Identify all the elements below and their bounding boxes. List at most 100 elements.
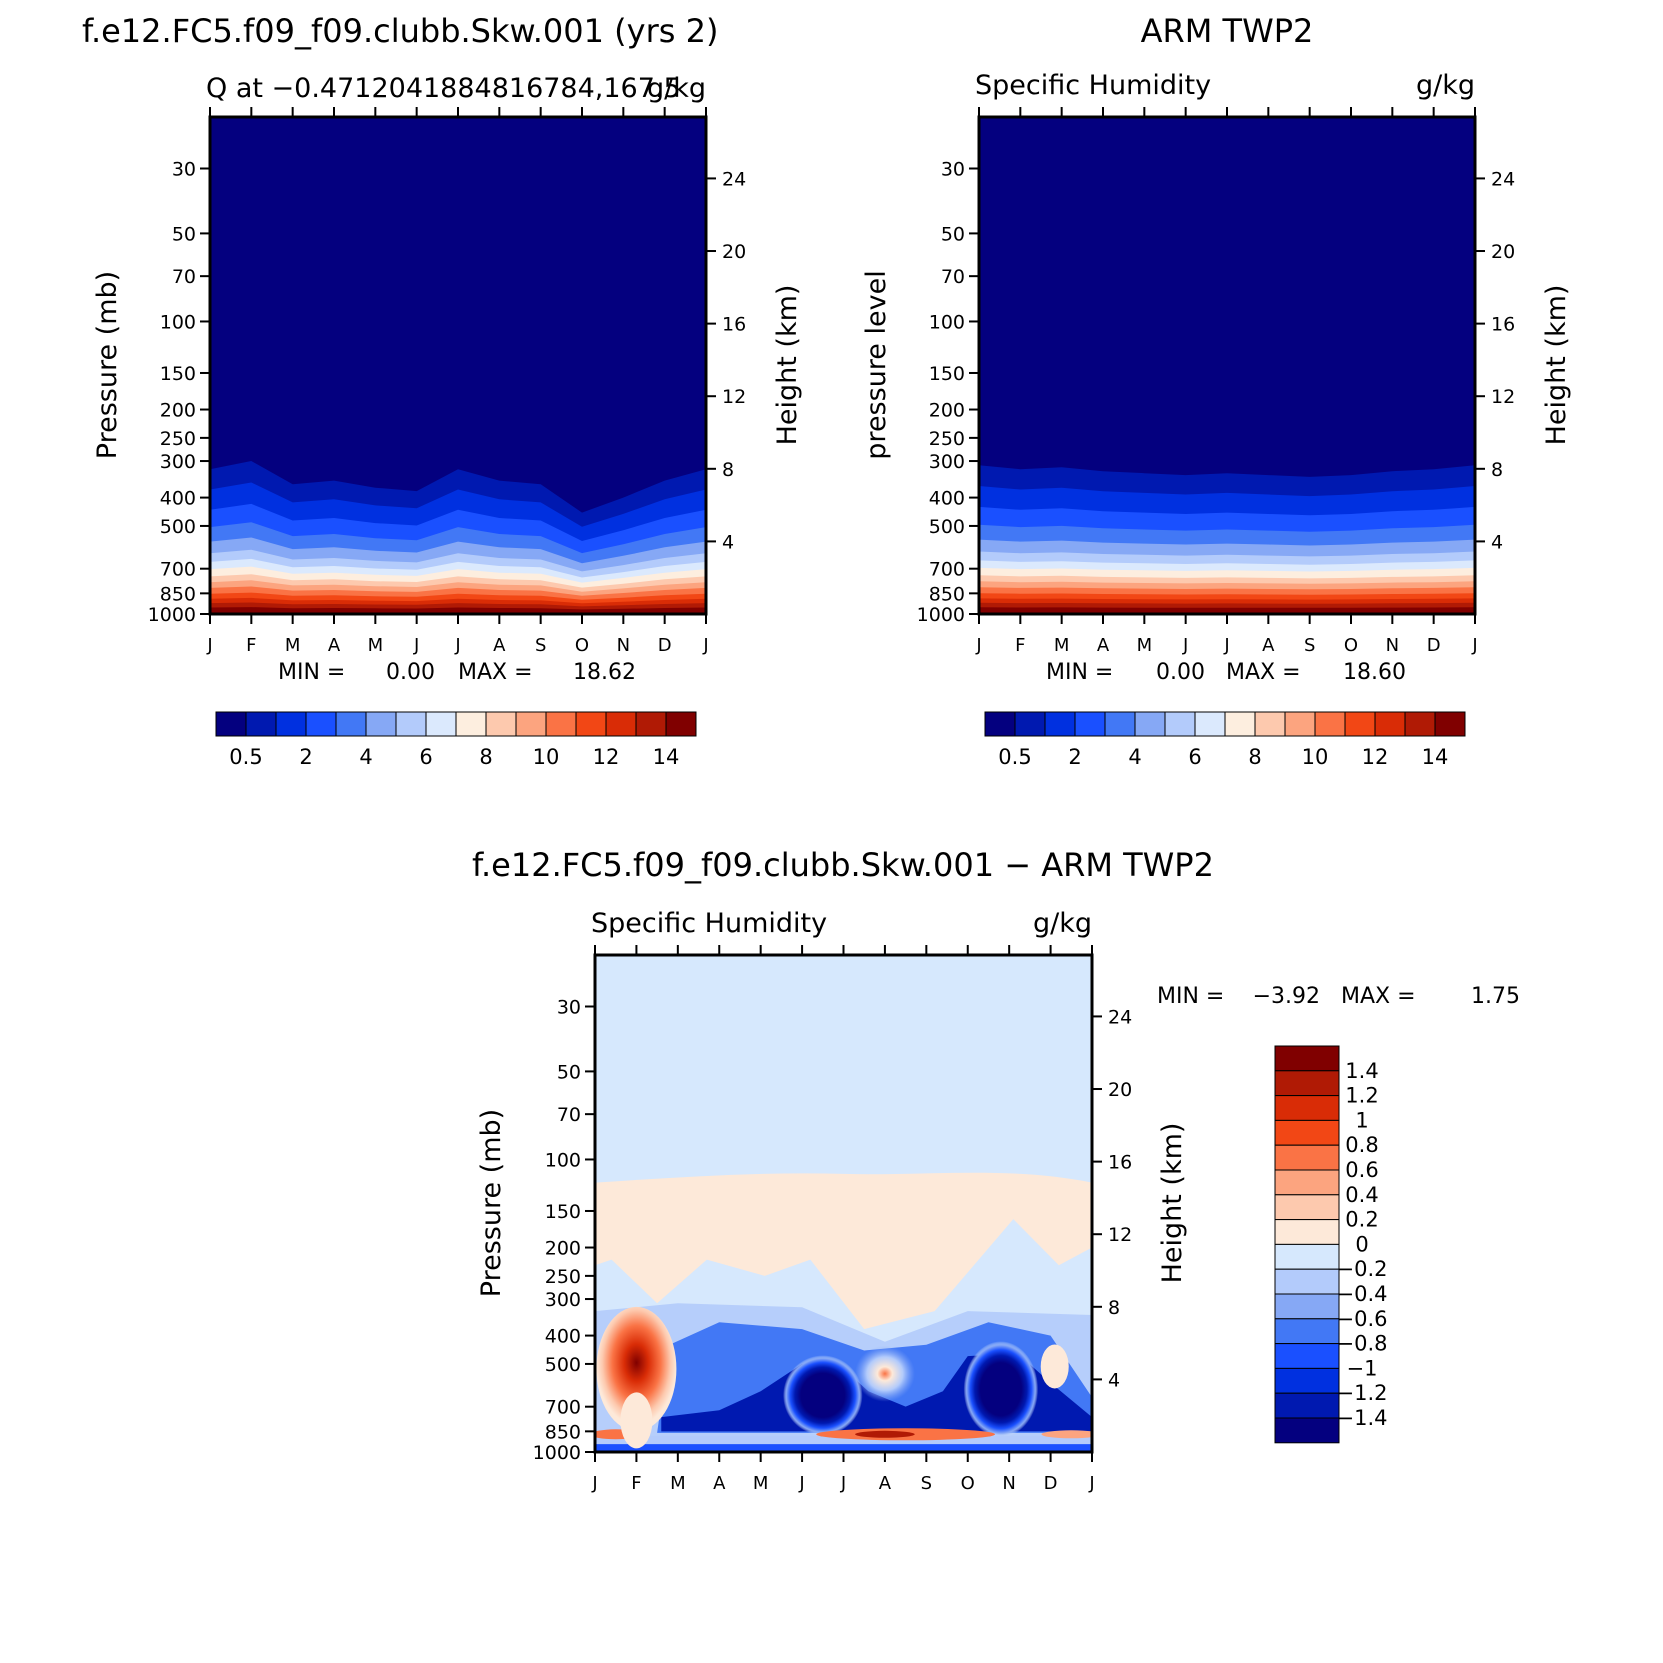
x-tick-label: N bbox=[1002, 1473, 1015, 1494]
x-tick-label: M bbox=[1054, 635, 1070, 656]
y-tick-label: 400 bbox=[929, 488, 965, 510]
colorbar-label: 4 bbox=[1128, 745, 1141, 769]
panel-model-title: f.e12.FC5.f09_f09.clubb.Skw.001 (yrs 2) bbox=[82, 12, 718, 50]
y-tick-label: 70 bbox=[941, 266, 965, 288]
colorbar-swatch bbox=[1274, 1045, 1340, 1072]
y-tick-label: 30 bbox=[172, 159, 196, 181]
panel-diff-subtitle: Specific Humidity bbox=[591, 908, 827, 939]
panel-obs-max-value: 18.60 bbox=[1343, 660, 1406, 685]
panel-obs-max-label: MAX = bbox=[1226, 660, 1301, 685]
y-tick-label: 500 bbox=[929, 516, 965, 538]
x-tick-label: M bbox=[1137, 635, 1153, 656]
colorbar-label: 2 bbox=[1068, 745, 1081, 769]
x-tick-label: J bbox=[206, 635, 212, 656]
colorbar-label: 2 bbox=[299, 745, 312, 769]
y-tick-label: 200 bbox=[545, 1238, 581, 1260]
y-tick-label: 200 bbox=[160, 400, 196, 422]
colorbar-label: 1.2 bbox=[1345, 1084, 1378, 1108]
colorbar-swatch bbox=[1274, 1243, 1340, 1270]
y-tick-label: 500 bbox=[545, 1354, 581, 1376]
colorbar-swatch bbox=[1134, 711, 1166, 737]
y-tick-label: 30 bbox=[941, 159, 965, 181]
x-tick-label: F bbox=[631, 1473, 641, 1494]
x-tick-label: J bbox=[975, 635, 981, 656]
x-tick-label: A bbox=[493, 635, 506, 656]
colorbar-swatch bbox=[1274, 1119, 1340, 1146]
y2-tick-label: 12 bbox=[1108, 1224, 1132, 1246]
y-tick-label: 150 bbox=[929, 363, 965, 385]
x-tick-label: J bbox=[413, 635, 419, 656]
colorbar-label: 6 bbox=[419, 745, 432, 769]
y-tick-label: 70 bbox=[172, 266, 196, 288]
x-tick-label: J bbox=[798, 1473, 804, 1494]
colorbar-swatch bbox=[515, 711, 547, 737]
x-tick-label: S bbox=[921, 1473, 932, 1494]
colorbar-label: 10 bbox=[533, 745, 560, 769]
colorbar-label: 8 bbox=[479, 745, 492, 769]
colorbar-label: 0.6 bbox=[1345, 1158, 1378, 1182]
panel-obs-y2label: Height (km) bbox=[1541, 285, 1572, 446]
panel-obs-title: ARM TWP2 bbox=[1141, 12, 1314, 50]
colorbar-swatch bbox=[215, 711, 247, 737]
x-tick-label: A bbox=[713, 1473, 726, 1494]
y-tick-label: 700 bbox=[160, 559, 196, 581]
colorbar-swatch bbox=[1274, 1293, 1340, 1320]
colorbar-swatch bbox=[1274, 1144, 1340, 1171]
y2-tick-label: 20 bbox=[1108, 1079, 1132, 1101]
colorbar-swatch bbox=[1104, 711, 1136, 737]
y-tick-label: 50 bbox=[941, 223, 965, 245]
colorbar-swatch bbox=[1434, 711, 1466, 737]
x-tick-label: M bbox=[368, 635, 384, 656]
colorbar-swatch bbox=[1254, 711, 1286, 737]
colorbar-swatch bbox=[1044, 711, 1076, 737]
panel-model-subtitle: Q at −0.4712041884816784,167.5 bbox=[206, 73, 681, 104]
y2-tick-label: 20 bbox=[722, 241, 746, 263]
y2-tick-label: 12 bbox=[722, 386, 746, 408]
x-tick-label: J bbox=[840, 1473, 846, 1494]
y-tick-label: 400 bbox=[160, 488, 196, 510]
colorbar-swatch bbox=[665, 711, 697, 737]
colorbar-label: −1 bbox=[1347, 1356, 1378, 1380]
colorbar-swatch bbox=[545, 711, 577, 737]
colorbar-label: 0.5 bbox=[998, 745, 1031, 769]
y-tick-label: 150 bbox=[545, 1201, 581, 1223]
colorbar-swatch bbox=[245, 711, 277, 737]
colorbar-label: 0.4 bbox=[1345, 1183, 1378, 1207]
colorbar-swatch bbox=[1404, 711, 1436, 737]
x-tick-label: O bbox=[1344, 635, 1358, 656]
contour-band bbox=[595, 1172, 1092, 1330]
y2-tick-label: 8 bbox=[1491, 459, 1503, 481]
colorbar-label: −0.8 bbox=[1337, 1332, 1388, 1356]
contours-obs bbox=[979, 465, 1475, 614]
colorbar-swatch bbox=[365, 711, 397, 737]
colorbar-swatch bbox=[455, 711, 487, 737]
panel-diff-title: f.e12.FC5.f09_f09.clubb.Skw.001 − ARM TW… bbox=[472, 846, 1214, 884]
x-tick-label: F bbox=[1015, 635, 1025, 656]
panel-diff-min-label: MIN = bbox=[1157, 984, 1224, 1009]
y2-tick-label: 16 bbox=[722, 314, 746, 336]
panel-diff-min-value: −3.92 bbox=[1253, 984, 1320, 1009]
contours-diff bbox=[595, 1172, 1092, 1452]
panel-model-max-value: 18.62 bbox=[573, 660, 636, 685]
x-tick-label: N bbox=[1386, 635, 1399, 656]
x-tick-label: M bbox=[285, 635, 301, 656]
y-tick-label: 300 bbox=[929, 451, 965, 473]
x-tick-label: J bbox=[702, 635, 708, 656]
y2-tick-label: 4 bbox=[1108, 1369, 1120, 1391]
colorbar-label: 12 bbox=[1362, 745, 1389, 769]
y2-tick-label: 16 bbox=[1108, 1152, 1132, 1174]
y-tick-label: 1000 bbox=[533, 1442, 581, 1464]
panel-diff-max-value: 1.75 bbox=[1471, 984, 1520, 1009]
colorbar-swatch bbox=[1274, 1417, 1340, 1444]
colorbar-swatch bbox=[1314, 711, 1346, 737]
panel-obs-min-value: 0.00 bbox=[1156, 660, 1205, 685]
y-tick-label: 300 bbox=[545, 1289, 581, 1311]
y-tick-label: 250 bbox=[545, 1266, 581, 1288]
colorbar-swatch bbox=[1194, 711, 1226, 737]
y2-tick-label: 4 bbox=[1491, 531, 1503, 553]
y2-tick-label: 16 bbox=[1491, 314, 1515, 336]
colorbar-label: −0.2 bbox=[1337, 1257, 1388, 1281]
x-tick-label: S bbox=[1304, 635, 1315, 656]
